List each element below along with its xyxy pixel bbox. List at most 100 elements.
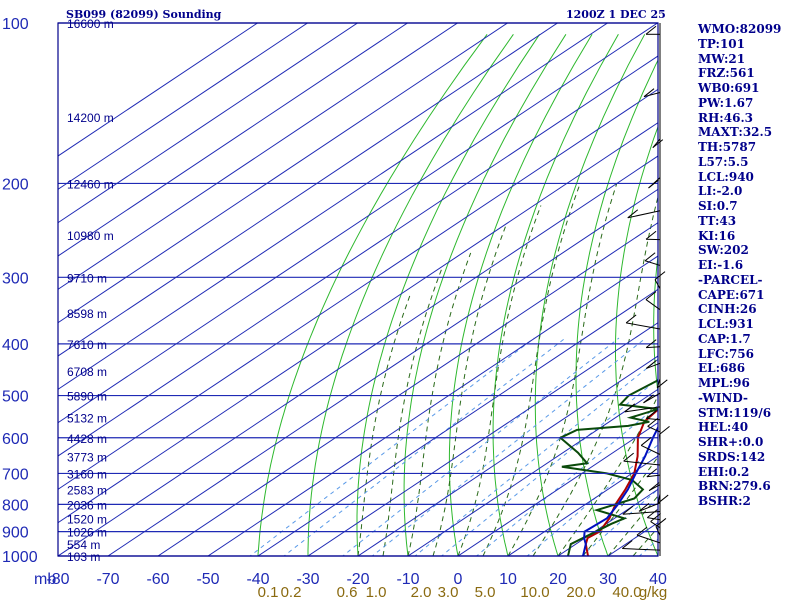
mixing-ratio-label: 5.0 — [475, 584, 496, 600]
isotherm — [58, 155, 658, 556]
pressure-tick-label: 900 — [2, 525, 29, 542]
plot-area — [58, 23, 658, 556]
wind-barb-flag — [643, 88, 655, 98]
mixing-ratio-line — [249, 337, 535, 556]
mixing-ratio-label: 20.0 — [566, 584, 595, 600]
index-item: BSHR:2 — [698, 494, 751, 508]
mixing-ratio-label: 0.1 — [258, 584, 279, 600]
pressure-tick-label: 100 — [2, 16, 29, 33]
temperature-tick-label: 0 — [454, 571, 463, 588]
wind-barb-flag — [647, 417, 658, 427]
wind-barb-flag — [652, 139, 664, 149]
wind-barb — [646, 362, 661, 369]
moist-adiabat — [407, 252, 472, 556]
dry-adiabat — [492, 34, 619, 556]
temperature-tick-label: -70 — [96, 571, 119, 588]
isotherm — [58, 23, 608, 390]
height-label: 1520 m — [67, 512, 107, 526]
wind-barb — [657, 493, 661, 504]
isotherm — [207, 255, 658, 556]
index-item: TP:101 — [698, 36, 746, 51]
wind-barb-flag — [623, 452, 634, 462]
index-item: MAXT:32.5 — [698, 125, 773, 140]
wind-barb-flag — [645, 25, 657, 35]
index-item: LI:-2.0 — [698, 184, 743, 199]
index-item: -WIND- — [698, 390, 748, 405]
wind-barb — [622, 548, 661, 551]
isotherm — [58, 23, 408, 257]
height-label: 103 m — [67, 550, 100, 564]
wind-barb-flag — [625, 314, 637, 324]
wind-barb — [647, 425, 661, 433]
wind-barb-flag — [656, 379, 668, 389]
index-item: CAP:1.7 — [698, 331, 751, 346]
temperature-tick-label: -10 — [396, 571, 419, 588]
temperature-tick-label: -50 — [196, 571, 219, 588]
temperature-tick-label: 20 — [549, 571, 567, 588]
height-label: 5132 m — [67, 412, 107, 426]
height-label: 14200 m — [67, 111, 114, 125]
wind-barb — [646, 417, 661, 421]
wind-barb — [650, 521, 661, 529]
index-item: SRDS:142 — [698, 449, 766, 464]
index-item: LCL:940 — [698, 169, 754, 184]
pressure-tick-label: 500 — [2, 389, 29, 406]
mixing-ratio-line — [341, 337, 620, 556]
height-label: 9710 m — [67, 271, 107, 285]
index-item: STM:119/6 — [698, 405, 772, 420]
index-item: RH:46.3 — [698, 110, 753, 125]
isotherm — [58, 23, 308, 190]
height-label: 7610 m — [67, 338, 107, 352]
index-item: FRZ:561 — [698, 66, 755, 81]
index-item: BRN:279.6 — [698, 479, 771, 494]
wind-barb — [640, 444, 661, 455]
wind-barb — [646, 474, 661, 478]
isotherm — [58, 23, 258, 157]
isotherm — [58, 23, 358, 224]
wind-barb-flag — [638, 502, 650, 512]
isotherm — [407, 388, 658, 556]
index-item: HEL:40 — [698, 420, 749, 435]
index-item: WB0:691 — [698, 81, 760, 95]
mixing-ratio-line — [371, 337, 647, 556]
wind-barb-flag — [645, 291, 657, 300]
index-item: EL:686 — [698, 361, 746, 376]
index-item: LCL:931 — [698, 317, 754, 331]
index-item: CAPE:671 — [698, 287, 765, 302]
moist-adiabat — [482, 183, 581, 556]
pressure-tick-label: 700 — [2, 466, 29, 483]
height-label: 4428 m — [67, 432, 107, 446]
temperature-tick-label: -80 — [46, 571, 69, 588]
index-item: SW:202 — [698, 243, 749, 258]
moist-adiabat — [382, 269, 442, 556]
isotherm — [507, 455, 658, 556]
isotherm — [107, 188, 658, 556]
pressure-axis-label: mb — [34, 571, 56, 588]
wind-barb-flag — [646, 360, 657, 369]
wind-barb — [626, 322, 661, 330]
chart-title: SB099 (82099) Sounding — [66, 8, 222, 21]
index-item: SHR+:0.0 — [698, 435, 764, 449]
wind-barb — [655, 526, 661, 536]
isotherm — [58, 122, 658, 524]
mixing-ratio-label: 2.0 — [411, 584, 432, 600]
wind-barb-flag — [648, 482, 660, 491]
wind-barb — [656, 378, 661, 388]
chart-time: 1200Z 1 DEC 25 — [566, 8, 666, 21]
wind-barb-flag — [646, 410, 657, 419]
mixing-ratio-line — [440, 378, 658, 556]
isotherm — [457, 422, 658, 556]
index-item: MW:21 — [698, 51, 746, 66]
index-item: KI:16 — [698, 228, 736, 243]
wind-barb-flag — [648, 179, 659, 189]
isotherm — [58, 55, 658, 457]
mixing-ratio-line — [475, 404, 658, 556]
index-item: LFC:756 — [698, 346, 754, 361]
wind-barb-flag — [644, 252, 656, 262]
dry-adiabat — [534, 34, 646, 556]
wind-barb — [623, 460, 661, 466]
wind-barb-flag — [659, 425, 670, 435]
wind-barb-flag — [645, 230, 657, 240]
wind-barb-flag — [646, 468, 658, 478]
